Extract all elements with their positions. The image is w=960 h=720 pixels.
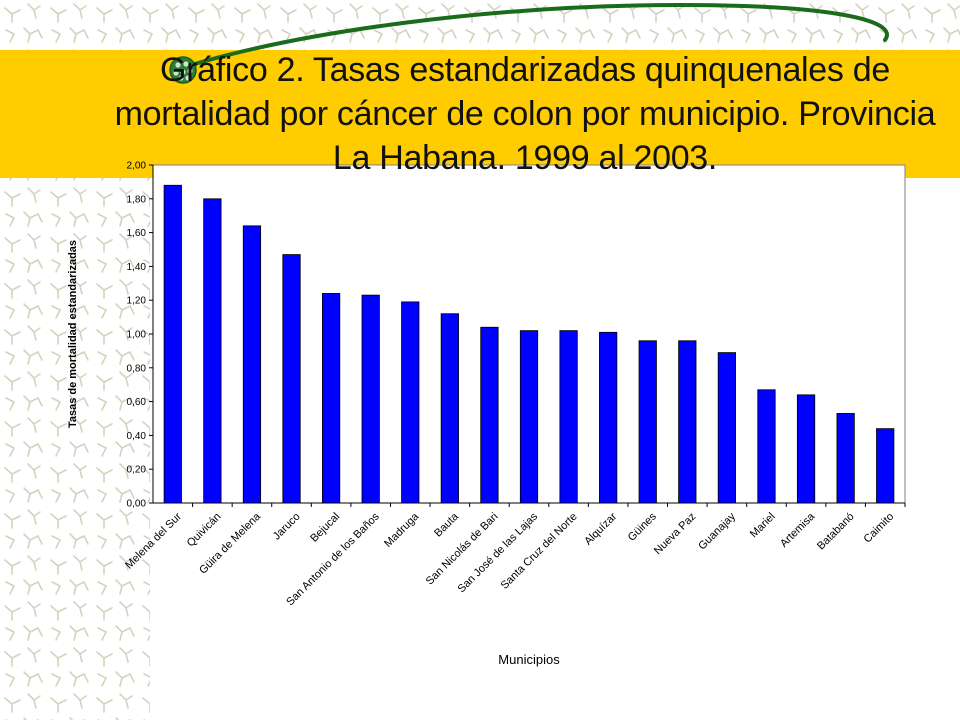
y-tick-label: 0,00: [127, 499, 147, 510]
x-tick-label: Güines: [626, 510, 659, 543]
bar-9: [519, 330, 539, 504]
x-tick-label: Guanajay: [696, 510, 738, 552]
x-tick-label: Santa Cruz del Norte: [499, 511, 580, 592]
y-tick-label: 0,80: [127, 363, 147, 374]
x-tick-label: Bauta: [432, 510, 461, 539]
bar-0: [163, 184, 182, 504]
decorative-swoosh: [173, 2, 889, 72]
bar-12: [638, 340, 657, 504]
slide-title: Gráfico 2. Tasas estandarizadas quinquen…: [114, 51, 936, 177]
bar-2: [242, 225, 262, 504]
x-tick-label: Quivicán: [185, 511, 224, 550]
bar-18: [876, 428, 895, 504]
x-tick-label: San Nicolás de Bari: [424, 511, 501, 588]
bar-16: [796, 394, 816, 504]
title-band: [0, 50, 960, 178]
y-tick-label: 1,60: [127, 228, 147, 239]
x-tick-label: Melena del Sur: [123, 510, 184, 571]
bar-4: [321, 293, 341, 504]
y-tick-label: 1,00: [127, 330, 147, 341]
bar-14: [717, 352, 737, 504]
bar-13: [678, 340, 697, 504]
x-axis-title: Municipios: [498, 652, 560, 667]
bar-6: [401, 301, 420, 504]
bar-8: [480, 326, 499, 504]
bar-15: [757, 389, 776, 504]
x-tick-label: Batabanó: [815, 511, 857, 553]
y-tick-label: 2,00: [127, 161, 147, 172]
bar-1: [203, 198, 222, 504]
y-tick-label: 0,60: [127, 397, 147, 408]
x-tick-label: Madruga: [382, 510, 422, 550]
y-tick-label: 0,40: [127, 431, 147, 442]
bar-3: [282, 254, 301, 504]
y-tick-label: 1,80: [127, 194, 147, 205]
y-tick-label: 0,20: [127, 465, 147, 476]
bar-7: [440, 313, 459, 504]
bar-17: [836, 413, 855, 504]
bar-11: [599, 331, 618, 504]
y-axis-title: Tasas de mortalidad estandarizadas: [67, 240, 79, 428]
y-tick-label: 1,20: [127, 296, 147, 307]
x-tick-label: Alquízar: [582, 510, 619, 547]
x-tick-label: Nueva Paz: [652, 511, 699, 558]
x-tick-label: Artemisa: [778, 510, 818, 550]
x-tick-label: Bejucal: [308, 511, 342, 545]
x-tick-label: Jaruco: [271, 511, 303, 543]
bar-5: [361, 294, 380, 504]
y-axis-ticks: 0,00 0,20 0,40 0,60 0,80 1,00 1,20 1,40 1,60 1,80…: [127, 161, 153, 510]
y-tick-label: 1,40: [127, 262, 147, 273]
bars: [163, 184, 895, 504]
x-tick-label: Mariel: [748, 511, 778, 541]
green-cell-bullet-icon: [169, 56, 197, 84]
x-tick-label: Caimito: [861, 511, 896, 546]
bar-10: [559, 330, 578, 504]
